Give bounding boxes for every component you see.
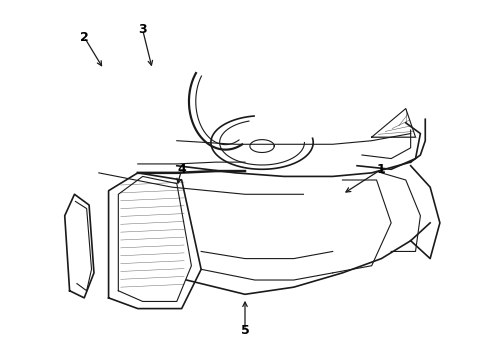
Text: 5: 5 [241,324,249,337]
Text: 4: 4 [177,163,186,176]
Text: 1: 1 [377,163,386,176]
Text: 3: 3 [138,23,147,36]
Text: 2: 2 [80,31,89,44]
